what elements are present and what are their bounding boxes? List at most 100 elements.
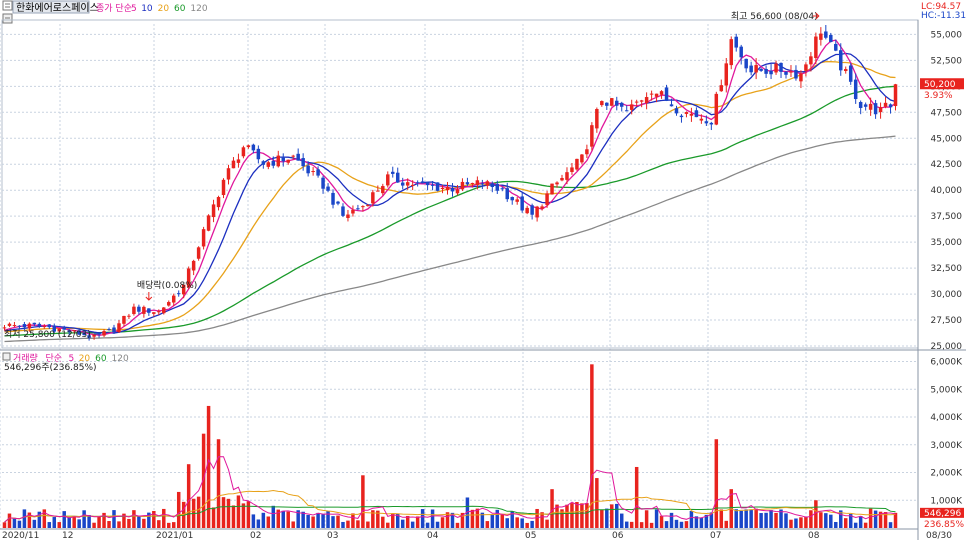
candle-body xyxy=(714,93,719,125)
candle-body xyxy=(834,43,838,51)
candle-body xyxy=(137,306,141,312)
x-tick-label: 2020/11 xyxy=(2,531,39,540)
candle-body xyxy=(381,186,385,194)
candle-body xyxy=(669,104,674,107)
volume-bar xyxy=(744,509,748,528)
candle-body xyxy=(619,102,624,107)
volume-bar xyxy=(261,512,266,528)
price-annotations: 최고 56,600 (08/04) 최저 25,800 (12/03) 배당락(0.… xyxy=(4,11,964,340)
candle-body xyxy=(699,118,704,121)
candle-body xyxy=(196,247,201,259)
price-panel[interactable]: 55,00052,50050,00047,50045,00042,50040,0… xyxy=(0,11,964,540)
candle-body xyxy=(57,328,61,332)
volume-bar xyxy=(495,509,500,528)
candle-body xyxy=(366,205,370,207)
volume-bar xyxy=(674,519,679,528)
volume-bar xyxy=(839,510,843,528)
x-tick-label: 03 xyxy=(327,531,338,540)
price-tick-label: 40,000 xyxy=(931,186,963,196)
volume-bar xyxy=(306,514,310,528)
volume-tick-label: 5,000K xyxy=(930,385,963,395)
candle-body xyxy=(505,188,509,200)
current-price-tag xyxy=(920,78,964,90)
volume-bar xyxy=(311,516,315,528)
volume-bar xyxy=(809,510,813,528)
volume-bar xyxy=(500,513,505,528)
candle-body xyxy=(132,306,136,315)
volume-bar xyxy=(834,521,838,528)
candle-body xyxy=(316,169,320,176)
price-legend-item: 60 xyxy=(174,4,186,14)
volume-bar xyxy=(505,518,509,528)
menu-icon[interactable] xyxy=(2,0,13,11)
candle-body xyxy=(615,100,619,106)
volume-bar xyxy=(515,517,519,528)
volume-bar xyxy=(719,509,724,528)
volume-bar xyxy=(475,508,480,528)
price-legend-item: 5 xyxy=(131,4,137,14)
candle-body xyxy=(221,179,226,196)
volume-bar xyxy=(605,508,609,528)
candle-body xyxy=(351,210,355,214)
volume-bar xyxy=(629,521,634,528)
candle-body xyxy=(605,102,609,106)
volume-bar xyxy=(868,508,873,528)
volume-bar xyxy=(281,510,285,528)
candle-body xyxy=(550,183,554,195)
candlesticks xyxy=(2,25,898,341)
volume-panel[interactable]: 거래량 단순 5 20 60 120 546,296주(236.85%) 6,000K 5,… xyxy=(2,352,964,530)
volume-bar xyxy=(824,513,828,528)
candle-body xyxy=(271,161,276,166)
volume-bar xyxy=(196,496,201,528)
volume-bar xyxy=(266,516,271,528)
volume-y-axis: 6,000K 5,000K 4,000K 3,000K 2,000K 1,000K xyxy=(930,358,963,507)
volume-bar xyxy=(52,517,57,528)
candle-body xyxy=(694,110,699,118)
candle-body xyxy=(231,160,236,169)
volume-bar xyxy=(211,507,216,528)
volume-bar xyxy=(580,503,584,528)
ma5-line xyxy=(4,39,896,336)
volume-bar xyxy=(804,516,808,528)
candle-body xyxy=(201,229,206,247)
volume-bar xyxy=(734,509,738,528)
candle-body xyxy=(191,260,196,271)
volume-bar xyxy=(37,511,42,528)
volume-bar xyxy=(12,518,17,528)
candle-body xyxy=(485,181,490,186)
volume-bar xyxy=(400,519,405,528)
candle-body xyxy=(863,104,868,107)
volume-bar xyxy=(301,511,305,528)
candle-body xyxy=(77,330,81,335)
candle-body xyxy=(868,103,873,110)
candle-body xyxy=(107,329,111,331)
volume-bar xyxy=(704,514,709,528)
volume-bar xyxy=(246,501,251,528)
candle-body xyxy=(167,302,171,306)
x-tick-label: 02 xyxy=(250,531,261,540)
volume-bar xyxy=(649,522,654,528)
price-tick-label: 42,500 xyxy=(931,160,963,170)
volume-toggle-icon[interactable] xyxy=(2,352,11,361)
candle-body xyxy=(152,312,156,314)
volume-bar xyxy=(346,520,350,528)
volume-legend-item: 120 xyxy=(112,354,129,364)
candle-body xyxy=(17,325,22,327)
x-tick-label: 2021/01 xyxy=(156,531,193,540)
price-tick-label: 55,000 xyxy=(931,30,963,40)
volume-bar xyxy=(72,516,76,528)
candle-body xyxy=(654,93,659,97)
stock-name-box[interactable] xyxy=(12,0,90,14)
candle-body xyxy=(819,33,823,40)
candle-body xyxy=(321,177,325,189)
candle-body xyxy=(739,46,743,58)
volume-bar xyxy=(590,364,594,528)
volume-bar xyxy=(510,511,514,528)
candle-body xyxy=(664,87,669,101)
volume-bar xyxy=(42,509,47,528)
volume-legend-item: 거래량 xyxy=(13,352,38,364)
candle-body xyxy=(888,104,893,108)
candle-body xyxy=(585,149,589,155)
candle-body xyxy=(147,308,151,313)
